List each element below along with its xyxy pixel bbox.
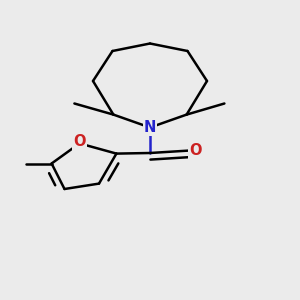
Text: N: N	[144, 120, 156, 135]
Text: O: O	[73, 134, 86, 149]
Text: O: O	[189, 143, 201, 158]
